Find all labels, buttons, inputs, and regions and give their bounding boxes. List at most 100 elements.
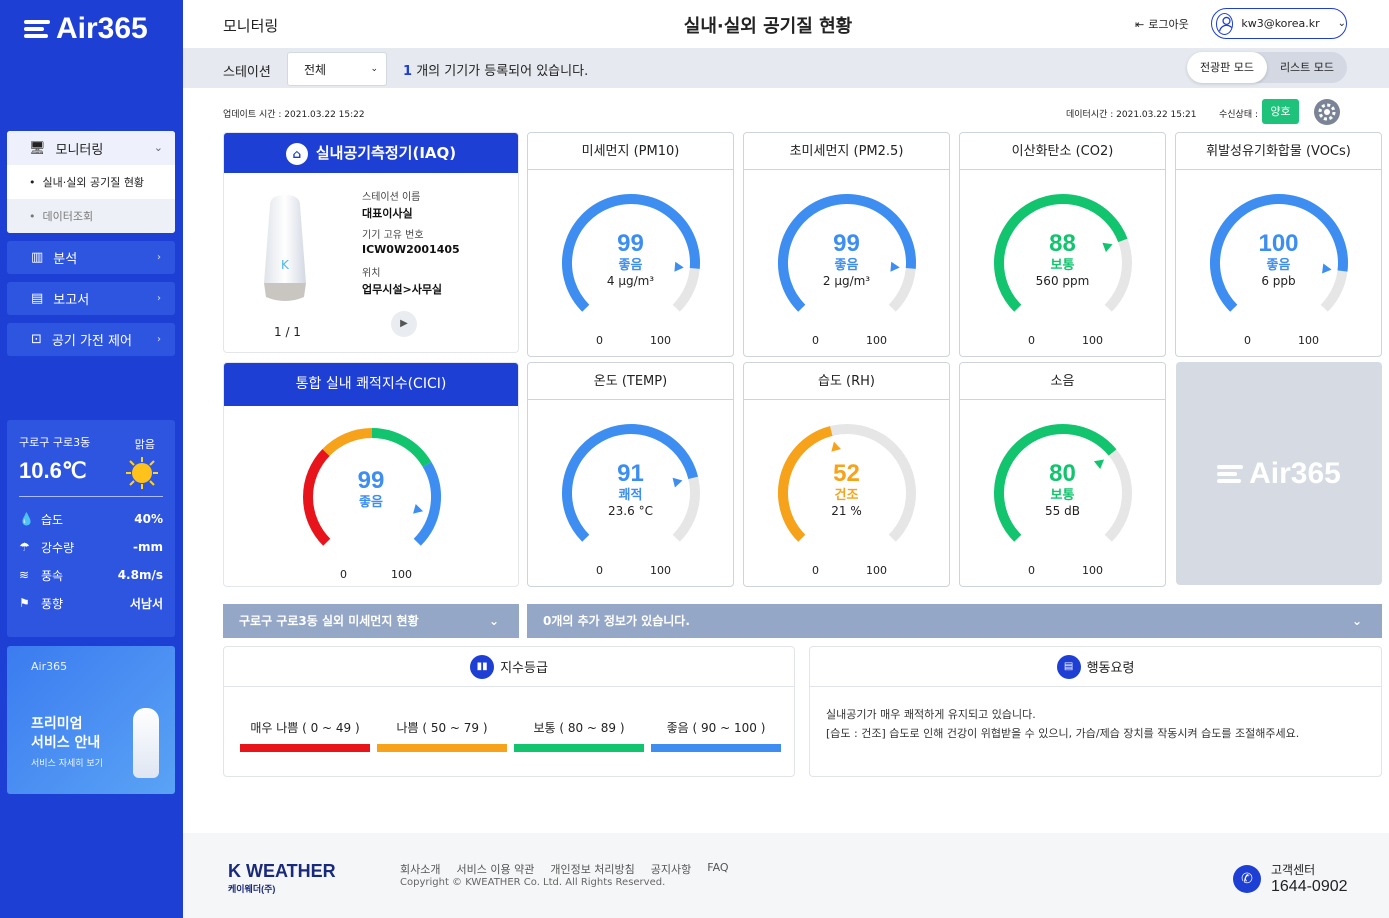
chevron-down-icon: ⌄ [488, 614, 499, 628]
sensor-max: 100 [866, 334, 887, 347]
weather-rain: ☂ 강수량 -mm [19, 540, 163, 555]
footer-link-privacy[interactable]: 개인정보 처리방침 [550, 863, 635, 876]
sidebar-item-report[interactable]: ▤ 보고서 › [7, 282, 175, 315]
board-mode-button[interactable]: 전광판 모드 [1187, 52, 1267, 83]
sensor-max: 100 [650, 334, 671, 347]
view-mode-toggle[interactable]: 전광판 모드 리스트 모드 [1187, 52, 1347, 83]
cici-max: 100 [391, 568, 412, 581]
sensor-max: 100 [1082, 564, 1103, 577]
home-icon: ⌂ [285, 142, 308, 165]
kweather-logo[interactable]: K WEATHER 케이웨더(주) [228, 861, 336, 894]
page-title: 실내·실외 공기질 현황 [683, 16, 853, 37]
menu-monitoring: 🖥 모니터링 ⌄ • 실내·실외 공기질 현황 • 데이터조회 [7, 131, 175, 233]
sensor-card-temp: 온도 (TEMP) 91 쾌적 23.6 °C 0 100 [527, 362, 734, 587]
phone-icon: ✆ [1233, 864, 1261, 893]
submenu-air-status[interactable]: • 실내·실외 공기질 현황 [7, 165, 175, 199]
station-select[interactable]: 전체 ⌄ [287, 52, 387, 86]
update-time: 업데이트 시간 : 2021.03.22 15:22 [223, 110, 365, 120]
sensor-grade: 보통 [1050, 488, 1075, 503]
footer-link-faq[interactable]: FAQ [707, 861, 729, 874]
gauge-fill [562, 194, 700, 312]
gauge-marker [672, 477, 683, 488]
sun-icon [126, 457, 158, 489]
sensor-title: 휘발성유기화합물 (VOCs) [1176, 133, 1381, 170]
sensor-unit: 560 ppm [1035, 274, 1090, 288]
gauge-marker [674, 261, 684, 272]
iaq-station: 스테이션 이름 대표이사실 [362, 192, 421, 220]
sensor-max: 100 [1298, 334, 1319, 347]
sensor-value: 91 [617, 460, 644, 487]
sensor-title: 온도 (TEMP) [528, 363, 733, 400]
sensor-value: 88 [1049, 230, 1076, 257]
device-illustration [133, 708, 159, 778]
chevron-down-icon: ⌄ [1337, 18, 1346, 29]
iaq-location: 위치 업무시설>사무실 [362, 268, 443, 296]
weather-widget: 구로구 구로3동 맑음 10.6℃ 💧 습도 40% ☂ 강수량 -mm ≋ 풍속 4.8m… [7, 420, 175, 637]
avatar-icon [1216, 12, 1234, 35]
flag-icon: ⚑ [19, 596, 30, 610]
footer-link-company[interactable]: 회사소개 [400, 863, 441, 876]
user-menu[interactable]: kw3@korea.kr ⌄ [1211, 8, 1347, 39]
sensor-gauge [994, 194, 1132, 312]
section-title: 모니터링 [223, 17, 279, 35]
data-time: 데이터시간 : 2021.03.22 15:21 [1066, 110, 1197, 120]
customer-center: ✆ 고객센터 1644-0902 [1233, 861, 1348, 896]
sensor-title: 미세먼지 (PM10) [528, 133, 733, 170]
weather-temp: 10.6℃ [19, 458, 87, 483]
user-email: kw3@korea.kr [1241, 17, 1320, 30]
footer-link-terms[interactable]: 서비스 이용 약관 [456, 863, 535, 876]
sensor-title: 초미세먼지 (PM2.5) [744, 133, 949, 170]
document-icon: ▤ [1056, 654, 1081, 679]
sensor-value: 80 [1049, 460, 1076, 487]
chevron-right-icon: › [157, 293, 161, 304]
cici-title: 통합 실내 쾌적지수(CICI) [224, 363, 518, 406]
menu-monitoring-head[interactable]: 🖥 모니터링 ⌄ [7, 131, 175, 165]
sensor-gauge [562, 424, 700, 542]
logout-button[interactable]: ⇤ 로그아웃 [1135, 17, 1189, 32]
list-mode-button[interactable]: 리스트 모드 [1279, 61, 1335, 74]
grade-very-bad: 매우 나쁨 ( 0 ~ 49 ) [240, 719, 370, 752]
play-button[interactable]: ▶ [391, 311, 417, 337]
submenu-data-query[interactable]: • 데이터조회 [7, 199, 175, 233]
footer-link-notice[interactable]: 공지사항 [650, 863, 692, 876]
sensor-card-rh: 습도 (RH) 52 건조 21 % 0 100 [743, 362, 950, 587]
rain-icon: ☂ [19, 540, 30, 554]
sensor-value: 100 [1258, 230, 1299, 257]
sidebar-item-analysis[interactable]: ▥ 분석 › [7, 241, 175, 274]
toolbar: 스테이션 전체 ⌄ 1 개의 기기가 등록되어 있습니다. 전광판 모드 리스트 … [183, 48, 1389, 88]
gear-icon[interactable] [1314, 99, 1340, 125]
sensor-min: 0 [1244, 334, 1251, 347]
weather-location: 구로구 구로3동 [19, 436, 91, 449]
premium-promo-banner[interactable]: Air365 프리미엄 서비스 안내 서비스 자세히 보기 [7, 646, 175, 794]
action-text: 실내공기가 매우 쾌적하게 유지되고 있습니다. [습도 : 건조] 습도로 인해… [826, 708, 1300, 740]
iaq-pager: 1 / 1 [274, 325, 301, 339]
sensor-unit: 4 μg/m³ [606, 274, 655, 288]
chevron-down-icon: ⌄ [370, 64, 378, 74]
iaq-title: ⌂ 실내공기측정기(IAQ) [224, 133, 518, 173]
grade-panel-header: ▮▮ 지수등급 [224, 647, 794, 687]
sensor-gauge [562, 194, 700, 312]
outdoor-dust-strip[interactable]: 구로구 구로3동 실외 미세먼지 현황 ⌄ [223, 604, 519, 638]
gauge-fill [778, 426, 833, 542]
sensor-title: 이산화탄소 (CO2) [960, 133, 1165, 170]
sensor-grade: 건조 [834, 488, 859, 503]
drop-icon: 💧 [19, 512, 34, 526]
weather-wind-dir: ⚑ 풍향 서남서 [19, 596, 163, 611]
grade-bad: 나쁨 ( 50 ~ 79 ) [377, 719, 507, 752]
sidebar-item-appliance[interactable]: ⊡ 공기 가전 제어 › [7, 323, 175, 356]
sensor-value: 99 [833, 230, 860, 257]
chart-icon: ▥ [31, 250, 44, 265]
gauge-marker [890, 261, 900, 272]
sensor-max: 100 [650, 564, 671, 577]
air365-logo[interactable]: Air365 [24, 12, 148, 46]
extra-info-strip[interactable]: 0개의 추가 정보가 있습니다. ⌄ [527, 604, 1382, 638]
svg-text:K: K [281, 258, 290, 272]
chevron-right-icon: › [157, 334, 161, 345]
gauge-marker [1093, 459, 1105, 470]
weather-wind-speed: ≋ 풍속 4.8m/s [19, 568, 163, 583]
sensor-card-vocs: 휘발성유기화합물 (VOCs) 100 좋음 6 ppb 0 100 [1175, 132, 1382, 357]
promo-tag: Air365 [31, 660, 68, 673]
sensor-grade: 좋음 [1266, 258, 1291, 273]
sensor-gauge [778, 194, 916, 312]
sensor-min: 0 [1028, 334, 1035, 347]
